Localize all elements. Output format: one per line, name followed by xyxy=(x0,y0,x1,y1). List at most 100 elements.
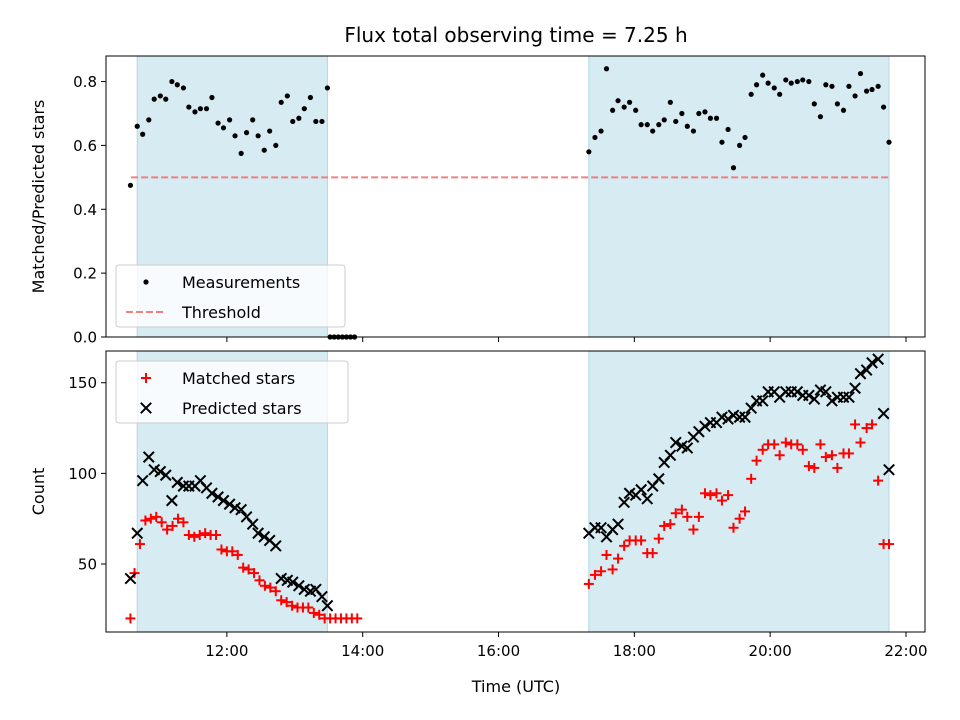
data-point-b xyxy=(171,476,184,489)
data-point xyxy=(307,94,314,101)
data-point xyxy=(809,462,820,473)
data-point xyxy=(849,382,861,395)
data-point xyxy=(760,72,766,78)
data-point xyxy=(699,420,711,433)
data-point xyxy=(612,518,624,531)
legend-marker xyxy=(141,373,151,383)
data-point xyxy=(745,402,758,415)
legend-label: Predicted stars xyxy=(182,399,302,418)
data-point xyxy=(644,122,650,128)
data-point xyxy=(771,85,777,91)
data-point xyxy=(869,86,875,93)
data-point xyxy=(151,511,162,522)
data-point xyxy=(261,147,267,153)
data-point xyxy=(621,104,627,110)
data-point xyxy=(232,549,243,560)
data-point xyxy=(854,367,867,380)
y-tick-label: 50 xyxy=(78,556,97,574)
data-point xyxy=(159,469,172,482)
data-point xyxy=(676,504,687,515)
data-point xyxy=(352,613,363,624)
data-point xyxy=(595,521,607,534)
legend-box xyxy=(115,264,346,328)
data-point xyxy=(633,107,639,113)
data-point-b xyxy=(124,572,137,585)
data-point-b xyxy=(316,590,328,603)
legend-label: Matched stars xyxy=(182,369,295,388)
data-point xyxy=(779,385,792,398)
data-point xyxy=(802,389,815,402)
data-point xyxy=(197,106,203,112)
data-point xyxy=(156,517,167,528)
data-point xyxy=(673,118,679,125)
data-point xyxy=(223,498,236,511)
data-point-b xyxy=(854,367,867,380)
data-point xyxy=(811,101,817,107)
data-point xyxy=(840,107,847,113)
data-point-b xyxy=(635,483,648,496)
data-point xyxy=(682,511,693,522)
x-tick-label: 16:00 xyxy=(477,642,520,660)
data-point xyxy=(788,80,794,86)
data-point xyxy=(238,150,244,156)
data-point-b xyxy=(263,534,276,547)
data-point-b xyxy=(258,530,271,543)
data-point xyxy=(852,93,858,99)
count-panel: 50 100 150 12:00 14:00 16:00 18:00 20:00 22:00 Co… xyxy=(29,350,928,660)
data-point xyxy=(183,530,194,541)
data-point xyxy=(324,85,330,91)
data-point-b xyxy=(321,599,334,612)
data-point-b xyxy=(866,356,878,369)
data-point xyxy=(863,88,870,94)
data-point xyxy=(748,91,754,97)
data-point xyxy=(722,413,734,425)
legend: Measurements Threshold xyxy=(115,264,346,328)
data-point xyxy=(284,93,290,99)
data-point xyxy=(815,439,826,450)
data-point-b xyxy=(252,527,265,540)
data-point xyxy=(255,133,261,139)
data-point xyxy=(270,586,281,597)
data-point-b xyxy=(808,393,821,405)
data-point xyxy=(728,522,739,533)
data-point xyxy=(273,142,279,149)
data-point-b xyxy=(779,385,792,398)
data-point xyxy=(151,96,157,102)
data-point xyxy=(688,524,699,535)
data-point xyxy=(303,602,314,613)
y-tick-label: 150 xyxy=(68,374,97,392)
data-point xyxy=(669,436,682,449)
y-axis-label: Matched/Predicted stars xyxy=(29,100,48,294)
legend-label: Measurements xyxy=(182,273,300,292)
data-point-b xyxy=(733,411,746,424)
data-point-b xyxy=(664,449,677,462)
data-point xyxy=(172,513,183,524)
data-point xyxy=(713,115,720,121)
data-point xyxy=(124,572,137,585)
data-point xyxy=(652,472,665,485)
data-point xyxy=(243,130,250,136)
data-point xyxy=(641,492,654,505)
data-point xyxy=(301,106,307,112)
data-point xyxy=(705,490,716,501)
data-point xyxy=(653,533,664,544)
data-point-b xyxy=(814,384,827,396)
data-point xyxy=(716,495,727,506)
data-point xyxy=(246,518,259,531)
data-point xyxy=(886,139,892,145)
data-point xyxy=(693,511,704,522)
data-point xyxy=(265,582,276,593)
data-point xyxy=(650,128,656,134)
data-point xyxy=(661,117,667,123)
data-point xyxy=(843,448,854,459)
observing-interval-1 xyxy=(588,55,890,338)
data-point xyxy=(723,490,734,501)
data-point xyxy=(134,123,140,129)
data-point xyxy=(740,506,751,517)
data-point-b xyxy=(165,494,178,507)
data-point xyxy=(774,450,785,461)
data-point-b xyxy=(154,465,167,478)
y-tick-label: 0.8 xyxy=(73,73,97,91)
data-point xyxy=(269,539,282,552)
legend-marker-b xyxy=(140,402,152,414)
